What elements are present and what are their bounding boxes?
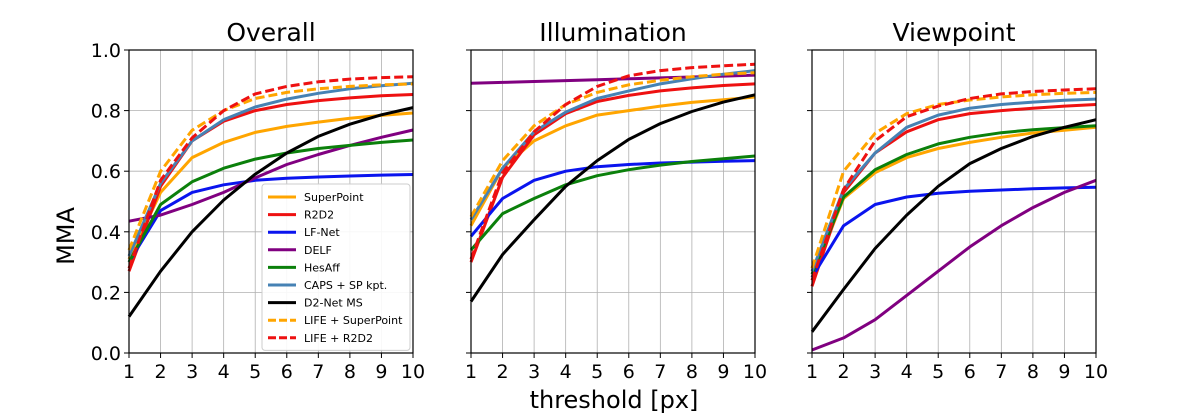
x-tick-label: 2 bbox=[155, 361, 167, 383]
panel-illumination: 1 2 3 4 5 6 7 8 9 10 Illumination bbox=[465, 18, 767, 383]
legend: SuperPoint R2D2 LF-Net DELF HesAff CAPS + SP … bbox=[261, 183, 411, 351]
legend-label: LIFE + SuperPoint bbox=[304, 314, 403, 327]
y-axis-label: MMA bbox=[52, 207, 80, 265]
x-tick-label: 9 bbox=[375, 361, 387, 383]
series-line-hesaff bbox=[127, 138, 414, 263]
x-tick-label: 9 bbox=[1058, 361, 1070, 383]
series-line-hesaff bbox=[810, 124, 1097, 275]
x-tick-label: 4 bbox=[901, 361, 913, 383]
x-tick-label: 2 bbox=[497, 361, 509, 383]
x-tick-label: 7 bbox=[654, 361, 666, 383]
x-tick-label: 6 bbox=[964, 361, 976, 383]
legend-label: R2D2 bbox=[304, 209, 334, 222]
panel-overall: 1 2 3 4 5 6 7 8 9 10 0.0 0.2 0.4 0.6 0.8 1.0 Overall Supe… bbox=[91, 18, 425, 383]
x-tick-label: 4 bbox=[560, 361, 572, 383]
x-tick-label: 1 bbox=[123, 361, 135, 383]
series-line-caps-sp-kpt bbox=[127, 81, 414, 257]
x-tick-label: 5 bbox=[932, 361, 944, 383]
x-tick-label: 10 bbox=[401, 361, 425, 383]
series-line-superpoint bbox=[127, 111, 414, 260]
panel-title: Viewpoint bbox=[892, 18, 1015, 47]
x-tick-label: 3 bbox=[186, 361, 198, 383]
series-line-hesaff bbox=[469, 154, 756, 251]
panel-title: Illumination bbox=[539, 18, 686, 47]
x-tick-label: 8 bbox=[1027, 361, 1039, 383]
y-tick-label: 0.4 bbox=[91, 222, 121, 244]
x-tick-label: 5 bbox=[249, 361, 261, 383]
legend-label: CAPS + SP kpt. bbox=[304, 279, 387, 292]
series-line-d2-net-ms bbox=[810, 118, 1097, 333]
series-line-life-r2d2 bbox=[810, 87, 1097, 281]
legend-label: DELF bbox=[304, 244, 332, 257]
series-line-life-superpoint bbox=[469, 71, 756, 218]
legend-box bbox=[261, 183, 411, 351]
legend-label: HesAff bbox=[304, 261, 340, 274]
x-tick-label: 8 bbox=[686, 361, 698, 383]
x-tick-label: 7 bbox=[312, 361, 324, 383]
series-line-d2-net-ms bbox=[469, 93, 756, 303]
legend-label: LF-Net bbox=[304, 226, 340, 239]
series-line-r2d2 bbox=[469, 82, 756, 263]
x-tick-label: 3 bbox=[528, 361, 540, 383]
x-tick-label: 2 bbox=[838, 361, 850, 383]
y-tick-label: 0.6 bbox=[91, 161, 121, 183]
x-tick-label: 10 bbox=[743, 361, 767, 383]
x-tick-label: 8 bbox=[344, 361, 356, 383]
x-axis-label: threshold [px] bbox=[530, 386, 699, 414]
series-line-life-superpoint bbox=[810, 90, 1097, 269]
series-line-life-superpoint bbox=[127, 82, 414, 251]
legend-label: SuperPoint bbox=[304, 191, 364, 204]
x-tick-label: 1 bbox=[465, 361, 477, 383]
series-line-life-r2d2 bbox=[127, 75, 414, 269]
x-tick-label: 5 bbox=[591, 361, 603, 383]
plot-frame bbox=[470, 49, 756, 354]
x-tick-label: 4 bbox=[218, 361, 230, 383]
x-tick-label: 9 bbox=[717, 361, 729, 383]
legend-label: D2-Net MS bbox=[304, 297, 363, 310]
plot-frame bbox=[128, 49, 414, 354]
series-line-caps-sp-kpt bbox=[810, 97, 1097, 272]
series-line-caps-sp-kpt bbox=[469, 69, 756, 221]
series-line-delf bbox=[811, 178, 1097, 352]
y-tick-label: 1.0 bbox=[91, 40, 121, 62]
y-tick-label: 0.0 bbox=[91, 343, 121, 365]
series-line-d2-net-ms bbox=[127, 106, 414, 318]
series-line-delf bbox=[128, 128, 414, 223]
y-tick-label: 0.8 bbox=[91, 101, 121, 123]
panel-title: Overall bbox=[226, 18, 315, 47]
series-line-lf-net bbox=[127, 173, 414, 263]
series-line-lf-net bbox=[810, 185, 1097, 279]
plot-frame bbox=[811, 49, 1097, 354]
legend-label: LIFE + R2D2 bbox=[304, 332, 373, 345]
x-tick-label: 1 bbox=[806, 361, 818, 383]
x-tick-label: 3 bbox=[869, 361, 881, 383]
series-line-life-r2d2 bbox=[469, 62, 756, 260]
panel-viewpoint: 1 2 3 4 5 6 7 8 9 10 Viewpoint bbox=[806, 18, 1108, 383]
x-tick-label: 6 bbox=[281, 361, 293, 383]
x-tick-label: 7 bbox=[995, 361, 1007, 383]
x-tick-label: 6 bbox=[623, 361, 635, 383]
x-tick-label: 10 bbox=[1084, 361, 1108, 383]
y-tick-label: 0.2 bbox=[91, 282, 121, 304]
series-line-superpoint bbox=[810, 125, 1097, 278]
